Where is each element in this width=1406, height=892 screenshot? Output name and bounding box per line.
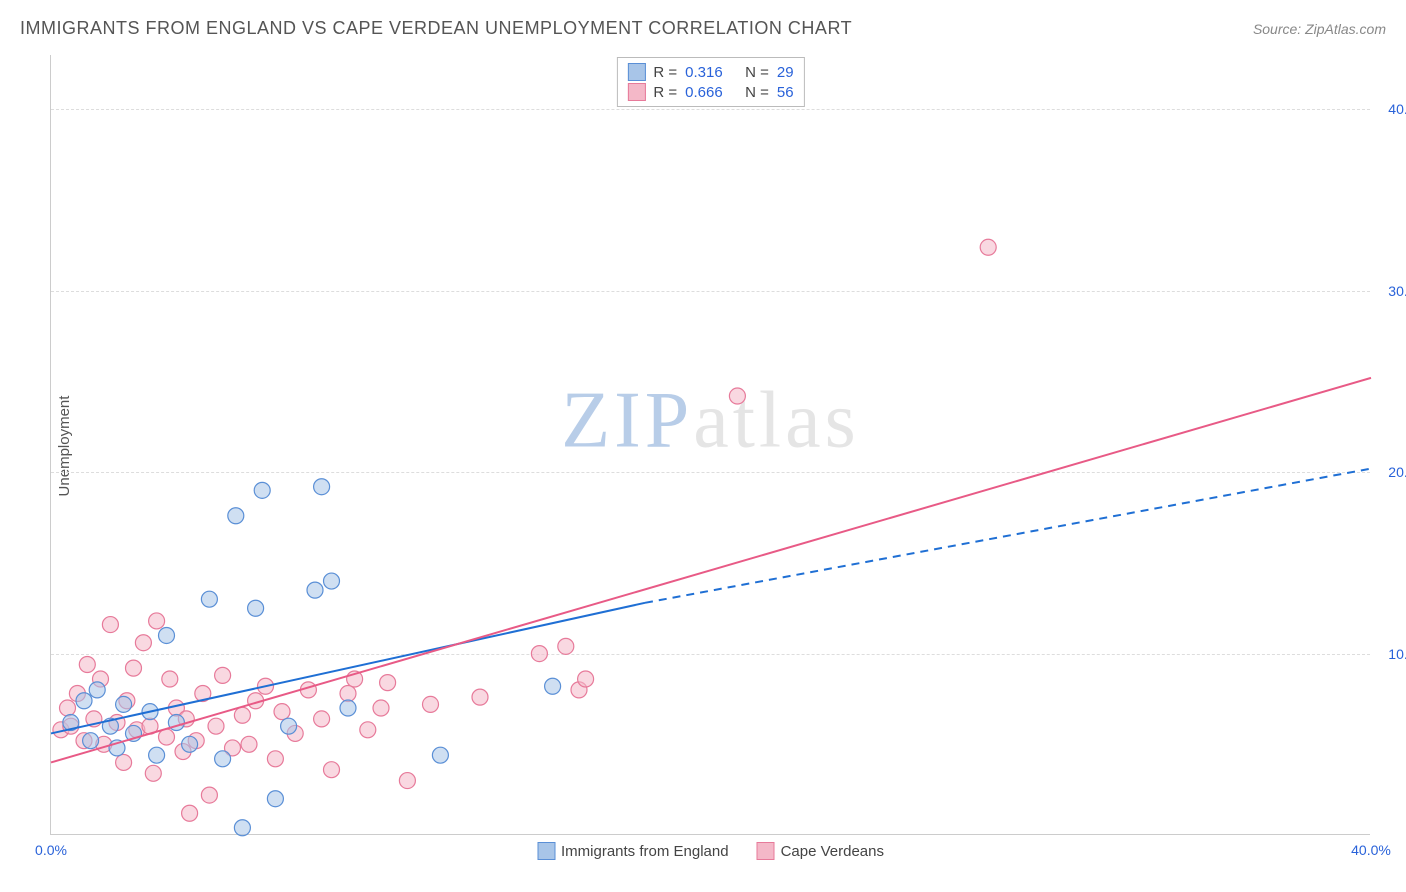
data-point	[215, 667, 231, 683]
data-point	[314, 711, 330, 727]
legend-stats-row: R = 0.316 N = 29	[627, 62, 793, 82]
source-label: Source: ZipAtlas.com	[1253, 21, 1386, 37]
data-point	[234, 707, 250, 723]
data-point	[215, 751, 231, 767]
chart-title: IMMIGRANTS FROM ENGLAND VS CAPE VERDEAN …	[20, 18, 852, 39]
data-point	[201, 591, 217, 607]
data-point	[182, 805, 198, 821]
data-point	[145, 765, 161, 781]
data-point	[324, 762, 340, 778]
data-point	[545, 678, 561, 694]
data-point	[531, 646, 547, 662]
data-point	[248, 600, 264, 616]
data-point	[89, 682, 105, 698]
data-point	[307, 582, 323, 598]
legend-swatch	[627, 83, 645, 101]
data-point	[399, 773, 415, 789]
legend-series-label: Cape Verdeans	[781, 843, 884, 860]
legend-swatch	[537, 842, 555, 860]
legend-n-value: 56	[777, 84, 794, 101]
data-point	[83, 733, 99, 749]
legend-swatch	[627, 63, 645, 81]
x-tick-label: 40.0%	[1351, 842, 1391, 858]
scatter-chart	[51, 55, 1370, 834]
data-point	[360, 722, 376, 738]
legend-n-value: 29	[777, 64, 794, 81]
data-point	[116, 696, 132, 712]
legend-series-item: Cape Verdeans	[757, 842, 884, 860]
data-point	[274, 704, 290, 720]
data-point	[340, 686, 356, 702]
data-point	[373, 700, 389, 716]
legend-series: Immigrants from England Cape Verdeans	[537, 842, 884, 860]
data-point	[149, 613, 165, 629]
data-point	[380, 675, 396, 691]
legend-r-value: 0.316	[685, 64, 737, 81]
data-point	[228, 508, 244, 524]
legend-swatch	[757, 842, 775, 860]
data-point	[60, 700, 76, 716]
data-point	[234, 820, 250, 836]
y-tick-label: 30.0%	[1376, 283, 1406, 299]
data-point	[76, 693, 92, 709]
data-point	[208, 718, 224, 734]
legend-series-item: Immigrants from England	[537, 842, 729, 860]
data-point	[135, 635, 151, 651]
data-point	[340, 700, 356, 716]
data-point	[182, 736, 198, 752]
data-point	[578, 671, 594, 687]
data-point	[159, 627, 175, 643]
data-point	[79, 656, 95, 672]
data-point	[126, 660, 142, 676]
plot-area: ZIPatlas 10.0%20.0%30.0%40.0% R =0.316N …	[50, 55, 1370, 835]
trend-line-dashed	[645, 469, 1371, 603]
data-point	[201, 787, 217, 803]
data-point	[432, 747, 448, 763]
legend-r-label: R =	[653, 84, 677, 101]
y-tick-label: 20.0%	[1376, 464, 1406, 480]
x-tick-label: 0.0%	[35, 842, 67, 858]
data-point	[267, 751, 283, 767]
data-point	[558, 638, 574, 654]
legend-series-label: Immigrants from England	[561, 843, 729, 860]
data-point	[267, 791, 283, 807]
data-point	[314, 479, 330, 495]
legend-n-label: N =	[745, 84, 769, 101]
data-point	[241, 736, 257, 752]
trend-line	[51, 378, 1371, 763]
data-point	[423, 696, 439, 712]
data-point	[472, 689, 488, 705]
data-point	[102, 617, 118, 633]
data-point	[162, 671, 178, 687]
legend-stats: R = 0.316 N = 29 R = 0.666 N = 56	[616, 57, 804, 107]
data-point	[254, 482, 270, 498]
y-tick-label: 10.0%	[1376, 646, 1406, 662]
data-point	[281, 718, 297, 734]
y-tick-label: 40.0%	[1376, 101, 1406, 117]
data-point	[729, 388, 745, 404]
data-point	[324, 573, 340, 589]
legend-r-label: R =	[653, 64, 677, 81]
data-point	[149, 747, 165, 763]
data-point	[980, 239, 996, 255]
legend-n-label: N =	[745, 64, 769, 81]
legend-stats-row: R = 0.666 N = 56	[627, 82, 793, 102]
data-point	[116, 754, 132, 770]
legend-r-value: 0.666	[685, 84, 737, 101]
